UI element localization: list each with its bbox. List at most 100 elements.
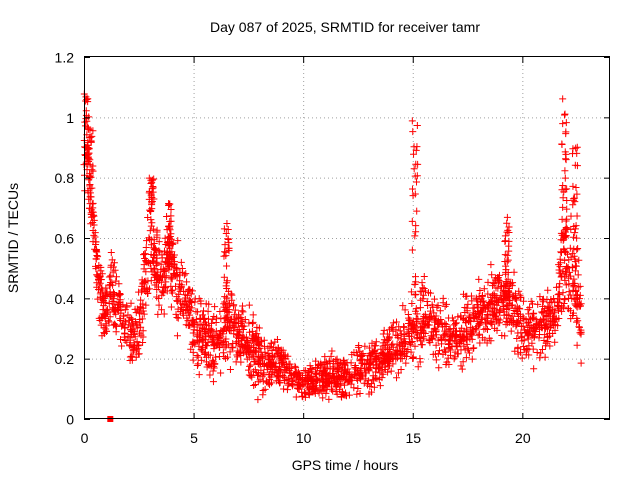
data-point <box>105 299 113 307</box>
data-point <box>570 233 578 241</box>
data-point <box>538 308 546 316</box>
data-point <box>527 297 535 305</box>
data-point <box>507 315 515 323</box>
data-point <box>449 331 457 339</box>
data-point <box>93 271 101 279</box>
data-point <box>507 327 515 335</box>
data-point <box>123 303 131 311</box>
data-point <box>407 288 415 296</box>
data-point <box>110 308 118 316</box>
data-point <box>358 373 366 381</box>
data-point <box>370 383 378 391</box>
data-point <box>495 274 503 282</box>
data-point <box>446 346 454 354</box>
data-point <box>338 372 346 380</box>
y-tick-label: 0 <box>66 412 74 428</box>
data-point <box>285 360 293 368</box>
data-point <box>161 266 169 274</box>
data-point <box>361 342 369 350</box>
data-point <box>409 128 417 136</box>
data-point <box>103 307 111 315</box>
data-point <box>423 298 431 306</box>
data-point <box>223 284 231 292</box>
data-point <box>514 343 522 351</box>
data-point <box>565 268 573 276</box>
data-point <box>404 346 412 354</box>
data-point <box>491 324 499 332</box>
data-point <box>217 315 225 323</box>
data-point <box>206 371 214 379</box>
data-point <box>437 340 445 348</box>
data-point <box>409 354 417 362</box>
data-point <box>447 333 455 341</box>
data-point <box>294 369 302 377</box>
data-point <box>462 354 470 362</box>
data-point <box>183 278 191 286</box>
data-point <box>408 117 416 125</box>
data-point <box>111 266 119 274</box>
data-point <box>410 325 418 333</box>
data-point <box>355 369 363 377</box>
data-point <box>84 156 92 164</box>
data-point <box>573 143 581 151</box>
data-point <box>255 339 263 347</box>
data-point <box>261 351 269 359</box>
data-point <box>424 321 432 329</box>
data-point <box>529 345 537 353</box>
data-point <box>384 336 392 344</box>
data-point <box>172 282 180 290</box>
data-point <box>216 308 224 316</box>
x-tick-label: 10 <box>296 430 312 446</box>
data-point <box>90 231 98 239</box>
data-point <box>379 342 387 350</box>
data-point <box>292 393 300 401</box>
data-point <box>436 347 444 355</box>
data-point <box>342 392 350 400</box>
data-point <box>94 295 102 303</box>
data-point <box>505 284 513 292</box>
data-point <box>244 346 252 354</box>
data-point <box>500 302 508 310</box>
data-point <box>416 304 424 312</box>
data-point <box>276 353 284 361</box>
data-point <box>351 372 359 380</box>
data-point <box>479 297 487 305</box>
data-point <box>359 350 367 358</box>
data-point <box>140 261 148 269</box>
data-point <box>478 298 486 306</box>
data-point <box>508 301 516 309</box>
data-point <box>281 363 289 371</box>
data-point <box>501 258 509 266</box>
data-point <box>139 280 147 288</box>
data-point <box>522 315 530 323</box>
data-point <box>414 363 422 371</box>
data-point <box>137 296 145 304</box>
data-point <box>158 288 166 296</box>
data-point <box>249 368 257 376</box>
data-point <box>478 315 486 323</box>
data-point <box>518 354 526 362</box>
data-point <box>288 377 296 385</box>
data-point <box>559 182 567 190</box>
data-point <box>413 122 421 130</box>
data-point <box>92 265 100 273</box>
data-point <box>221 301 229 309</box>
data-point <box>191 295 199 303</box>
data-point <box>238 323 246 331</box>
data-point <box>148 219 156 227</box>
data-point <box>467 323 475 331</box>
data-point <box>94 285 102 293</box>
data-point <box>562 119 570 127</box>
data-point <box>478 291 486 299</box>
data-point <box>450 355 458 363</box>
data-point <box>217 333 225 341</box>
data-point <box>179 300 187 308</box>
data-point <box>408 217 416 225</box>
data-point <box>426 314 434 322</box>
data-point <box>92 238 100 246</box>
data-point <box>226 348 234 356</box>
data-point <box>205 332 213 340</box>
data-point <box>372 338 380 346</box>
data-point <box>432 328 440 336</box>
data-point <box>476 286 484 294</box>
